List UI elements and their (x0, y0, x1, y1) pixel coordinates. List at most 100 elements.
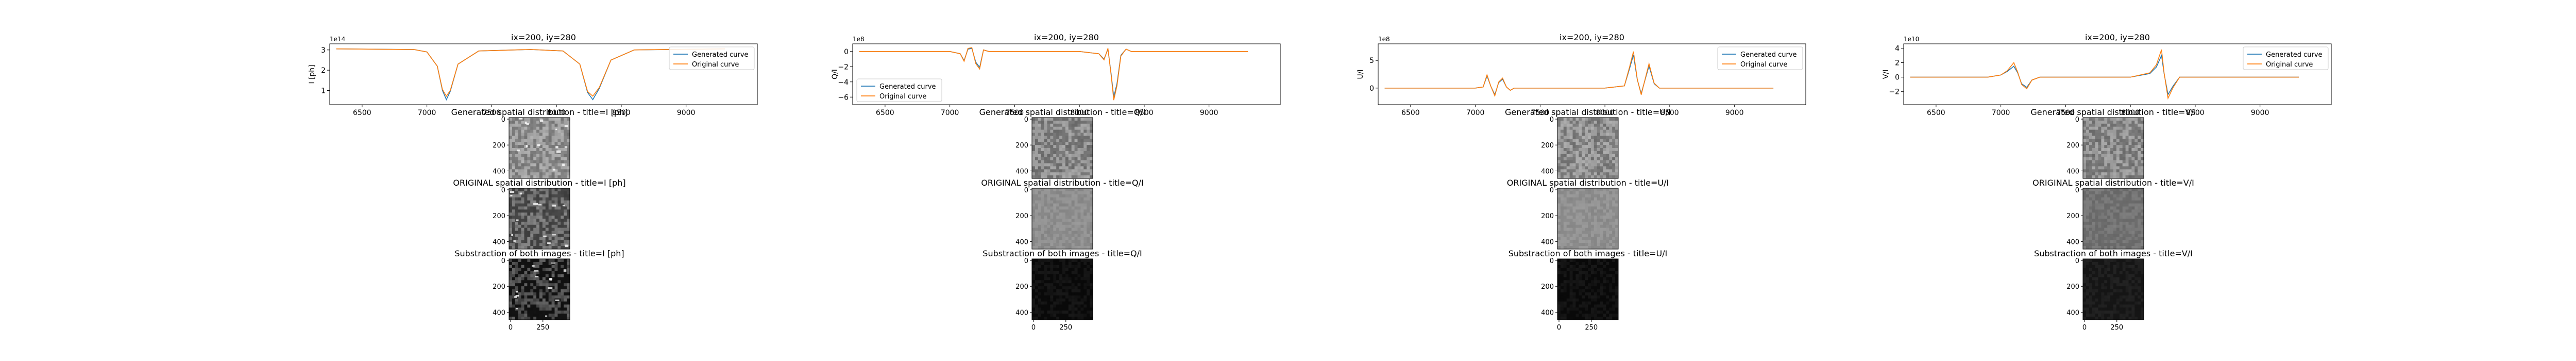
image-pixel (551, 166, 555, 170)
image-pixel (524, 130, 528, 133)
image-pixel (509, 243, 512, 247)
image-pixel (530, 307, 534, 311)
image-pixel (1606, 237, 1609, 240)
image-pixel (1579, 133, 1582, 136)
image-pixel (2107, 307, 2110, 310)
image-pixel (1615, 280, 1618, 283)
image-pixel (2125, 148, 2129, 151)
image-pixel (548, 169, 552, 173)
image-pixel (1047, 129, 1050, 133)
image-pixel (1579, 280, 1582, 284)
image-pixel (1059, 259, 1062, 262)
image-pixel (567, 274, 570, 277)
image-pixel (1600, 212, 1603, 216)
image-pixel (1090, 219, 1093, 222)
image-pixel (1561, 274, 1564, 277)
image-pixel (2116, 274, 2120, 277)
image-pixel (1068, 298, 1072, 302)
y-tick-label: 200 (1541, 283, 1554, 291)
image-pixel (2098, 292, 2102, 296)
image-pixel (1053, 198, 1056, 201)
image-pixel (1597, 286, 1600, 289)
image-bright-spot (518, 118, 523, 120)
image-pixel (1047, 133, 1050, 136)
image-frame (1031, 258, 1093, 320)
image-pixel (1590, 123, 1594, 127)
image-pixel (542, 166, 546, 170)
image-pixel (1077, 301, 1081, 305)
image-pixel (1603, 126, 1606, 130)
image-pixel (2116, 289, 2120, 292)
image-pixel (1062, 133, 1065, 136)
image-pixel (1561, 222, 1564, 225)
image-pixel (1606, 203, 1609, 207)
image-pixel (1560, 188, 1564, 191)
image-pixel (1083, 295, 1087, 299)
image-pixel (1590, 221, 1594, 225)
image-pixel (1071, 246, 1075, 249)
image-pixel (1044, 219, 1047, 222)
image-pixel (567, 304, 570, 308)
image-pixel (1567, 283, 1570, 286)
image-pixel (1047, 136, 1050, 139)
image-pixel (1080, 314, 1084, 317)
image-pixel (1563, 224, 1567, 228)
image-pixel (551, 160, 555, 163)
image-pixel (1087, 237, 1090, 240)
image-pixel (1090, 206, 1093, 210)
image-pixel (2131, 118, 2135, 121)
image-pixel (1600, 227, 1603, 231)
image-pixel (2138, 169, 2141, 173)
image-pixel (555, 194, 558, 198)
image-pixel (1038, 317, 1041, 320)
image-pixel (1069, 222, 1072, 225)
image-pixel (1609, 296, 1612, 299)
image-pixel (524, 191, 528, 194)
image-pixel (564, 151, 567, 154)
image-pixel (1080, 200, 1084, 204)
image-pixel (1570, 240, 1573, 243)
image-pixel (1044, 151, 1047, 154)
image-pixel (1080, 283, 1083, 286)
image-pixel (1600, 127, 1603, 130)
image-pixel (1557, 280, 1561, 283)
image-pixel (1032, 301, 1035, 305)
image-pixel (1560, 175, 1564, 178)
image-pixel (1603, 130, 1606, 133)
image-pixel (1597, 227, 1600, 231)
image-pixel (2126, 274, 2129, 277)
image-pixel (567, 203, 570, 207)
image-pixel (1090, 225, 1093, 228)
image-pixel (2095, 265, 2098, 268)
image-pixel (521, 212, 524, 216)
image-pixel (1078, 268, 1081, 271)
image-pixel (521, 240, 524, 243)
image-pixel (533, 265, 537, 268)
image-pixel (1062, 222, 1065, 225)
image-pixel (2095, 151, 2098, 154)
image-pixel (1569, 157, 1573, 160)
image-pixel (2098, 231, 2102, 234)
axes-frame (852, 43, 1281, 105)
image-pixel (1074, 224, 1078, 228)
image-pixel (1615, 227, 1618, 231)
image-pixel (1090, 216, 1093, 219)
image-pixel (1044, 277, 1047, 281)
image-pixel (2095, 154, 2098, 157)
image-pixel (546, 317, 549, 320)
image-pixel (2083, 271, 2086, 274)
image-pixel (1579, 234, 1582, 237)
image-pixel (518, 209, 521, 213)
image-pixel (1585, 216, 1588, 219)
image-pixel (1600, 221, 1603, 225)
image-pixel (1038, 305, 1041, 308)
image-pixel (564, 307, 567, 311)
y-tick-label: 0 (1550, 116, 1554, 124)
image-pixel (509, 286, 512, 289)
image-pixel (1570, 151, 1573, 154)
image-pixel (1590, 246, 1594, 249)
image-pixel (551, 221, 555, 225)
image-pixel (1090, 204, 1093, 207)
image-pixel (1078, 280, 1081, 283)
